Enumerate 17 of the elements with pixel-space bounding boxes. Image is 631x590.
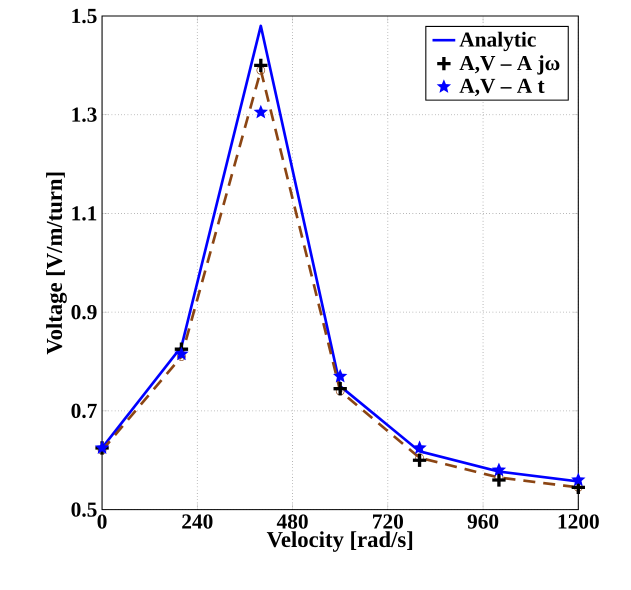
y-tick-label: 0.9 — [71, 305, 97, 320]
x-tick-label: 0 — [98, 514, 107, 529]
x-tick-label: 1200 — [558, 514, 599, 529]
legend-label: A,V – A t — [459, 78, 545, 96]
y-tick-label: 1.1 — [72, 206, 96, 221]
x-tick-label: 480 — [276, 514, 308, 529]
x-axis-title: Velocity [rad/s] — [266, 531, 412, 552]
y-axis-title: Voltage [V/m/turn] — [46, 172, 67, 355]
y-tick-label: 1.3 — [72, 108, 97, 122]
x-tick-label: 960 — [468, 514, 498, 529]
x-tick-label: 240 — [182, 514, 212, 529]
legend-label: Analytic — [459, 32, 536, 52]
legend-label: A,V – A jω — [459, 55, 560, 75]
y-tick-label: 1.5 — [72, 8, 97, 24]
y-tick-label: 0.5 — [71, 502, 97, 518]
x-tick-label: 720 — [373, 514, 403, 529]
y-tick-label: 0.7 — [71, 404, 97, 418]
